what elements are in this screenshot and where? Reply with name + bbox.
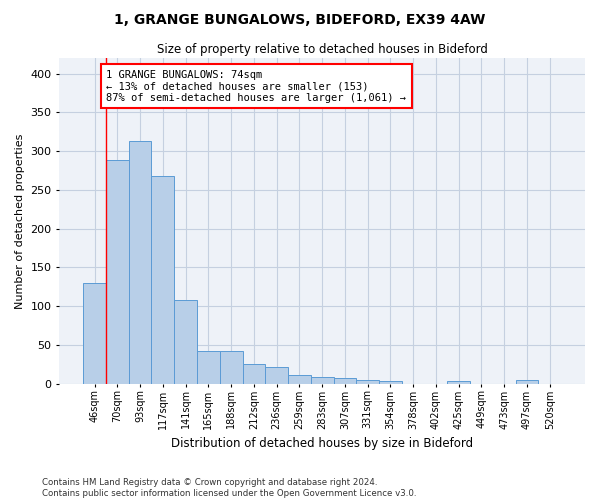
Bar bbox=[448, 380, 470, 384]
Text: 1, GRANGE BUNGALOWS, BIDEFORD, EX39 4AW: 1, GRANGE BUNGALOWS, BIDEFORD, EX39 4AW bbox=[115, 12, 485, 26]
Bar bbox=[151, 176, 174, 384]
Bar bbox=[83, 283, 106, 384]
Bar bbox=[265, 366, 288, 384]
Bar bbox=[242, 364, 265, 384]
Title: Size of property relative to detached houses in Bideford: Size of property relative to detached ho… bbox=[157, 42, 488, 56]
Bar bbox=[356, 380, 379, 384]
Bar bbox=[129, 141, 151, 384]
Bar bbox=[197, 351, 220, 384]
Bar bbox=[106, 160, 129, 384]
Bar bbox=[311, 377, 334, 384]
Bar bbox=[515, 380, 538, 384]
Bar bbox=[334, 378, 356, 384]
Text: 1 GRANGE BUNGALOWS: 74sqm
← 13% of detached houses are smaller (153)
87% of semi: 1 GRANGE BUNGALOWS: 74sqm ← 13% of detac… bbox=[106, 70, 406, 103]
Bar bbox=[174, 300, 197, 384]
Text: Contains HM Land Registry data © Crown copyright and database right 2024.
Contai: Contains HM Land Registry data © Crown c… bbox=[42, 478, 416, 498]
Bar bbox=[220, 351, 242, 384]
Bar bbox=[379, 380, 402, 384]
Bar bbox=[288, 375, 311, 384]
X-axis label: Distribution of detached houses by size in Bideford: Distribution of detached houses by size … bbox=[171, 437, 473, 450]
Y-axis label: Number of detached properties: Number of detached properties bbox=[15, 133, 25, 308]
